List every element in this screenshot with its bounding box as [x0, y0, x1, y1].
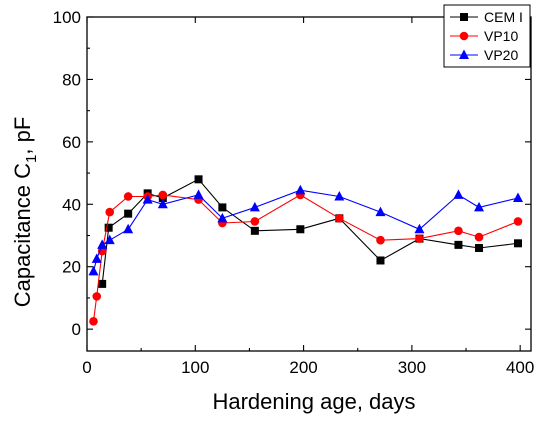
- data-point-vp20: [142, 194, 153, 204]
- data-point-vp20: [513, 192, 524, 203]
- y-tick-label: 0: [72, 320, 81, 339]
- legend-label: VP20: [484, 47, 518, 63]
- data-point-vp20: [193, 189, 204, 199]
- legend-marker: [460, 13, 468, 21]
- data-point-vp10: [250, 217, 260, 226]
- data-point-vp10: [105, 207, 115, 217]
- legend-marker: [459, 49, 469, 59]
- legend: CEM I VP10 VP20: [443, 4, 531, 68]
- x-axis-ticks: 0 100 200 300 400: [82, 17, 534, 377]
- data-point-cem-i: [124, 209, 133, 218]
- data-point-cem-i: [250, 226, 259, 235]
- y-tick-label: 20: [62, 258, 81, 277]
- series-line-vp10: [92, 194, 519, 322]
- data-point-cem-i: [98, 279, 107, 288]
- data-point-vp20: [334, 190, 345, 201]
- legend-item-cem-i: CEM I: [450, 9, 523, 25]
- y-axis-title: Capacitance C1, pF: [10, 117, 40, 308]
- data-point-cem-i: [104, 223, 113, 232]
- data-point-vp10: [415, 234, 424, 243]
- data-point-vp20: [453, 189, 464, 199]
- y-tick-label: 80: [62, 70, 81, 89]
- series-vp20: [88, 184, 524, 276]
- y-axis-title-unit: , pF: [10, 117, 35, 155]
- data-point-vp20: [157, 198, 168, 209]
- legend-label: VP10: [484, 28, 518, 44]
- data-point-cem-i: [194, 175, 203, 184]
- data-point-vp10: [158, 190, 168, 200]
- data-point-vp20: [295, 184, 306, 195]
- data-point-vp20: [97, 239, 108, 249]
- legend-item-vp10: VP10: [450, 28, 518, 44]
- x-tick-label: 100: [181, 358, 209, 377]
- plot-frame: [86, 16, 532, 352]
- data-point-vp10: [89, 317, 98, 326]
- data-point-vp20: [414, 223, 425, 234]
- y-axis-title-subscript: 1: [23, 155, 40, 163]
- y-axis-title-main: Capacitance C: [10, 163, 35, 307]
- legend-marker: [459, 31, 469, 41]
- y-tick-label: 40: [62, 195, 81, 214]
- data-point-vp10: [513, 217, 523, 226]
- data-point-vp20: [249, 201, 260, 212]
- data-point-vp10: [92, 292, 102, 301]
- legend-item-vp20: VP20: [450, 47, 518, 63]
- data-point-vp20: [375, 206, 386, 217]
- data-point-cem-i: [514, 239, 523, 248]
- data-point-vp10: [97, 246, 107, 256]
- data-point-vp20: [91, 253, 102, 263]
- plot-area: [86, 16, 532, 352]
- data-point-vp10: [123, 192, 133, 201]
- data-point-vp20: [104, 234, 115, 245]
- data-point-vp20: [217, 212, 228, 223]
- data-point-vp10: [454, 226, 463, 236]
- y-tick-label: 60: [62, 133, 81, 152]
- data-point-cem-i: [475, 243, 484, 252]
- data-point-cem-i: [376, 256, 385, 265]
- x-axis-title: Hardening age, days: [212, 389, 415, 414]
- legend-label: CEM I: [484, 9, 523, 25]
- data-point-cem-i: [296, 225, 305, 234]
- x-tick-label: 400: [506, 358, 534, 377]
- data-point-vp20: [474, 201, 485, 212]
- x-tick-label: 0: [82, 358, 91, 377]
- data-point-cem-i: [454, 240, 463, 249]
- series-layer: [88, 175, 524, 326]
- x-tick-label: 200: [289, 358, 317, 377]
- series-vp10: [89, 190, 523, 326]
- data-point-vp10: [335, 214, 344, 223]
- data-point-vp20: [123, 223, 134, 234]
- y-axis-ticks: 0 20 40 60 80 100: [53, 8, 531, 339]
- y-tick-label: 100: [53, 8, 81, 27]
- data-point-vp10: [376, 235, 385, 245]
- data-point-vp10: [474, 232, 484, 242]
- data-point-cem-i: [218, 203, 227, 212]
- x-tick-label: 300: [398, 358, 426, 377]
- data-point-vp20: [88, 265, 99, 276]
